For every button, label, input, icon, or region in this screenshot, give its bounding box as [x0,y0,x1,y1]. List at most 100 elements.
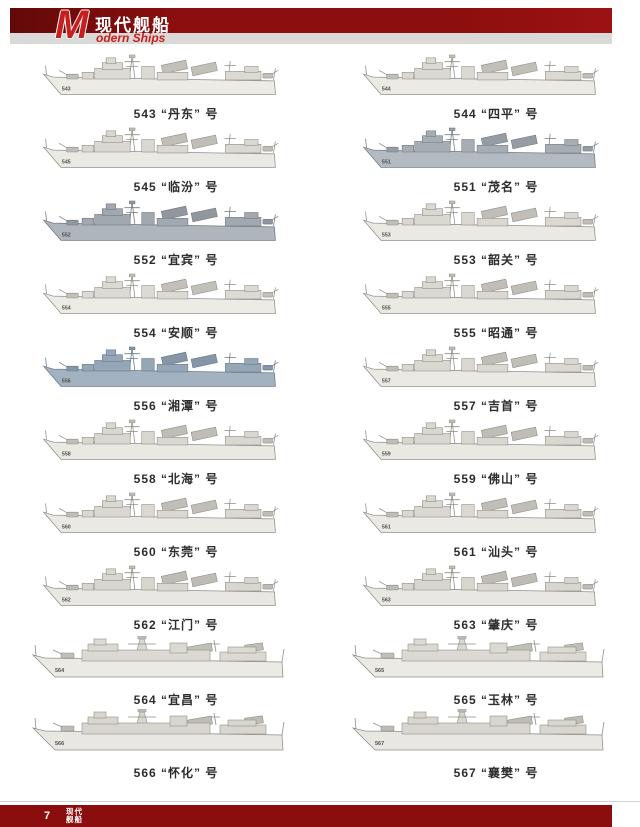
ship-caption-555: 555 “昭通” 号 [453,326,539,340]
svg-text:567: 567 [375,741,384,747]
ship-figure-561: 561 561 “汕头” 号 [320,490,640,563]
ship-figure-563: 563 563 “肇庆” 号 [320,563,640,636]
svg-text:560: 560 [62,525,71,531]
ship-figure-551: 551 551 “茂名” 号 [320,125,640,198]
ship-figure-566: 566 566 “怀化” 号 [0,709,320,782]
ship-row: 558 558 “北海” 号 [0,417,640,490]
ship-caption-567: 567 “襄樊” 号 [453,766,539,780]
ship-artwork-559: 559 [354,419,606,469]
ship-artwork-553: 553 [354,200,606,250]
ship-artwork-545: 545 [34,127,286,177]
footer-logo-line2: 舰船 [66,815,83,824]
ship-artwork-552: 552 [34,200,286,250]
svg-text:552: 552 [62,233,71,239]
svg-text:562: 562 [62,598,71,604]
ship-artwork-543: 543 [34,54,286,104]
ship-row: 562 562 “江门” 号 [0,563,640,636]
magazine-title-english: odern Ships [96,31,166,45]
footer-logo-line1: 现代 [66,807,83,816]
ship-figure-564: 564 564 “宜昌” 号 [0,636,320,709]
ship-figure-543: 543 543 “丹东” 号 [0,52,320,125]
svg-text:545: 545 [62,160,71,166]
svg-text:554: 554 [62,306,71,312]
ship-artwork-558: 558 [34,419,286,469]
ship-figure-567: 567 567 “襄樊” 号 [320,709,640,782]
page-number: 7 [44,810,51,822]
ship-row: 545 545 “临汾” 号 [0,125,640,198]
modern-ships-logo-m: M [55,3,89,47]
ship-artwork-555: 555 [354,273,606,323]
ship-artwork-564: 564 [11,636,309,690]
svg-text:565: 565 [375,668,384,674]
svg-text:557: 557 [382,379,391,385]
ship-artwork-561: 561 [354,492,606,542]
ship-figure-559: 559 559 “佛山” 号 [320,417,640,490]
svg-text:544: 544 [382,87,391,93]
ship-row: 552 552 “宜宾” 号 [0,198,640,271]
ship-artwork-566: 566 [11,709,309,763]
footer-logo: 现代 舰船 [66,808,83,824]
svg-text:561: 561 [382,525,391,531]
ship-caption-558: 558 “北海” 号 [133,472,219,486]
ship-row: 556 556 “湘潭” 号 [0,344,640,417]
ship-caption-553: 553 “韶关” 号 [453,253,539,267]
ship-caption-557: 557 “吉首” 号 [453,399,539,413]
ship-figure-552: 552 552 “宜宾” 号 [0,198,320,271]
ship-artwork-567: 567 [331,709,629,763]
ship-artwork-560: 560 [34,492,286,542]
ship-caption-545: 545 “临汾” 号 [133,180,219,194]
ship-caption-559: 559 “佛山” 号 [453,472,539,486]
ship-row: 543 543 “丹东” 号 [0,52,640,125]
svg-text:559: 559 [382,452,391,458]
ship-artwork-544: 544 [354,54,606,104]
ship-figure-562: 562 562 “江门” 号 [0,563,320,636]
ship-figure-544: 544 544 “四平” 号 [320,52,640,125]
ship-caption-563: 563 “肇庆” 号 [453,618,539,632]
ship-caption-565: 565 “玉林” 号 [453,693,539,707]
ship-row: 554 554 “安顺” 号 [0,271,640,344]
svg-text:551: 551 [382,160,391,166]
ship-figure-553: 553 553 “韶关” 号 [320,198,640,271]
ship-profile-grid: 543 543 “丹东” 号 [0,52,640,782]
ship-caption-560: 560 “东莞” 号 [133,545,219,559]
ship-figure-557: 557 557 “吉首” 号 [320,344,640,417]
ship-row: 564 564 “宜昌” 号 [0,636,640,709]
ship-artwork-565: 565 [331,636,629,690]
ship-figure-560: 560 560 “东莞” 号 [0,490,320,563]
ship-caption-562: 562 “江门” 号 [133,618,219,632]
svg-text:556: 556 [62,379,71,385]
svg-text:564: 564 [55,668,65,674]
svg-text:555: 555 [382,306,391,312]
svg-text:563: 563 [382,598,391,604]
ship-caption-564: 564 “宜昌” 号 [133,693,219,707]
ship-caption-543: 543 “丹东” 号 [133,107,219,121]
ship-artwork-562: 562 [34,565,286,615]
ship-artwork-554: 554 [34,273,286,323]
ship-caption-544: 544 “四平” 号 [453,107,539,121]
ship-caption-561: 561 “汕头” 号 [453,545,539,559]
footer-red-band: 7 现代 舰船 [0,805,612,827]
ship-figure-556: 556 556 “湘潭” 号 [0,344,320,417]
ship-caption-552: 552 “宜宾” 号 [133,253,219,267]
ship-figure-555: 555 555 “昭通” 号 [320,271,640,344]
ship-row: 566 566 “怀化” 号 [0,709,640,782]
svg-text:553: 553 [382,233,391,239]
ship-caption-556: 556 “湘潭” 号 [133,399,219,413]
ship-artwork-563: 563 [354,565,606,615]
svg-text:558: 558 [62,452,71,458]
ship-artwork-556: 556 [34,346,286,396]
ship-artwork-551: 551 [354,127,606,177]
ship-artwork-557: 557 [354,346,606,396]
footer-divider [0,801,640,802]
header-red-band [10,8,612,33]
ship-figure-554: 554 554 “安顺” 号 [0,271,320,344]
ship-figure-565: 565 565 “玉林” 号 [320,636,640,709]
ship-figure-545: 545 545 “临汾” 号 [0,125,320,198]
ship-caption-551: 551 “茂名” 号 [453,180,539,194]
magazine-title-chinese: 现代舰船 [95,16,171,35]
svg-text:566: 566 [55,741,64,747]
ship-caption-554: 554 “安顺” 号 [133,326,219,340]
ship-figure-558: 558 558 “北海” 号 [0,417,320,490]
ship-caption-566: 566 “怀化” 号 [133,766,219,780]
